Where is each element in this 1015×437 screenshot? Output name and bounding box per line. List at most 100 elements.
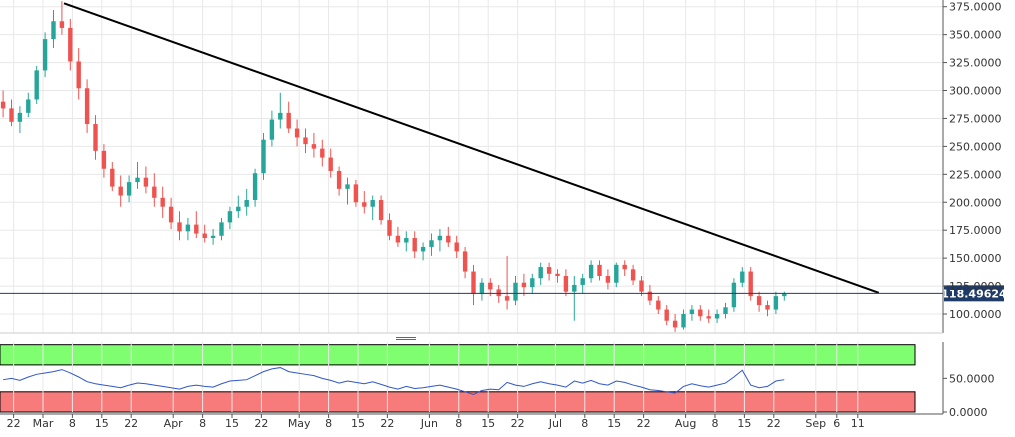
x-tick-label: Aug — [675, 417, 696, 430]
candle-body — [664, 309, 669, 321]
rsi-grid — [13, 342, 859, 412]
candle — [639, 276, 644, 297]
oscillator-line — [3, 367, 785, 396]
candle-body — [168, 206, 174, 223]
candle — [353, 179, 359, 207]
candle-body — [731, 282, 737, 308]
oscillator-upper-zone — [0, 344, 916, 366]
candle-body — [538, 267, 543, 279]
candle — [294, 119, 300, 147]
candle-body — [530, 278, 535, 288]
candle — [286, 101, 291, 133]
candle — [261, 132, 266, 180]
y-tick-label: 175.0000 — [949, 224, 1002, 237]
candle-body — [252, 173, 258, 201]
x-tick-label: Jul — [548, 417, 562, 430]
candle — [429, 233, 434, 256]
candle — [765, 300, 770, 317]
candle-body — [429, 240, 434, 247]
candle-body — [269, 119, 275, 140]
candle — [664, 305, 669, 326]
x-tick-label: 8 — [199, 417, 206, 430]
chart-overlay: 118.49624 — [0, 2, 1007, 302]
candle-body — [773, 296, 779, 310]
candle-body — [563, 276, 569, 292]
candle-body — [748, 271, 753, 297]
x-tick-label: 22 — [124, 417, 138, 430]
candle — [521, 273, 527, 297]
pane-resize-handle[interactable] — [396, 337, 416, 340]
candle-body — [546, 267, 552, 274]
candle — [194, 211, 199, 239]
x-tick-label: 15 — [351, 417, 365, 430]
x-tick-label: Apr — [164, 417, 184, 430]
candle — [252, 168, 258, 207]
candle-body — [84, 88, 90, 125]
candle-body — [454, 242, 459, 252]
candle-body — [496, 289, 501, 297]
candle-body — [202, 233, 207, 239]
candle-body — [521, 282, 527, 288]
candle-body — [118, 186, 123, 196]
candle — [563, 269, 569, 297]
x-tick-label: 22 — [767, 417, 781, 430]
candle — [538, 262, 543, 285]
x-tick-label: 6 — [833, 417, 840, 430]
x-tick-label: Mar — [33, 417, 54, 430]
candle-body — [110, 168, 115, 187]
candle — [168, 197, 174, 230]
y-tick-label: 250.0000 — [949, 140, 1002, 153]
y-tick-label: 300.0000 — [949, 85, 1002, 98]
candle — [614, 262, 619, 288]
candle-body — [656, 300, 661, 310]
candle-body — [488, 282, 493, 290]
x-tick-label: 22 — [637, 417, 651, 430]
candle-body — [672, 320, 678, 328]
candle-body — [286, 112, 291, 129]
candle-body — [219, 222, 224, 236]
rsi-y-tick-label: 50.0000 — [949, 372, 995, 385]
candle — [101, 144, 107, 178]
candle-body — [9, 108, 14, 122]
candle — [689, 305, 695, 321]
candle — [681, 309, 686, 330]
candle-body — [68, 27, 73, 62]
candle — [68, 18, 73, 71]
candle — [580, 273, 585, 294]
candle-body — [278, 112, 283, 120]
candle-body — [471, 271, 476, 294]
candle — [437, 229, 443, 252]
candle-body — [723, 307, 728, 315]
trendline — [63, 2, 880, 294]
candle-body — [210, 235, 216, 239]
candle — [731, 278, 737, 312]
candle — [34, 65, 39, 104]
candle-body — [378, 200, 384, 221]
candle-body — [782, 293, 787, 297]
candle — [462, 246, 468, 279]
candle-body — [101, 150, 107, 169]
candle — [420, 242, 426, 261]
candle-body — [479, 282, 485, 294]
candle-body — [404, 238, 409, 243]
candle — [370, 195, 375, 221]
candle — [152, 173, 157, 207]
candle-body — [714, 314, 720, 319]
candle — [698, 305, 703, 321]
oscillator-series — [3, 367, 785, 396]
candle-body — [160, 197, 165, 207]
current-price-label: 118.49624 — [941, 287, 1007, 300]
x-tick-label: 15 — [737, 417, 751, 430]
candle-body — [756, 296, 762, 306]
candle — [622, 260, 627, 277]
candle-body — [76, 61, 81, 89]
oscillator-lower-zone — [0, 391, 916, 413]
x-tick-label: 22 — [511, 417, 525, 430]
candle-body — [51, 21, 56, 40]
candle — [345, 177, 350, 205]
candle — [479, 278, 485, 301]
candle-body — [681, 314, 686, 328]
candle — [387, 213, 392, 241]
